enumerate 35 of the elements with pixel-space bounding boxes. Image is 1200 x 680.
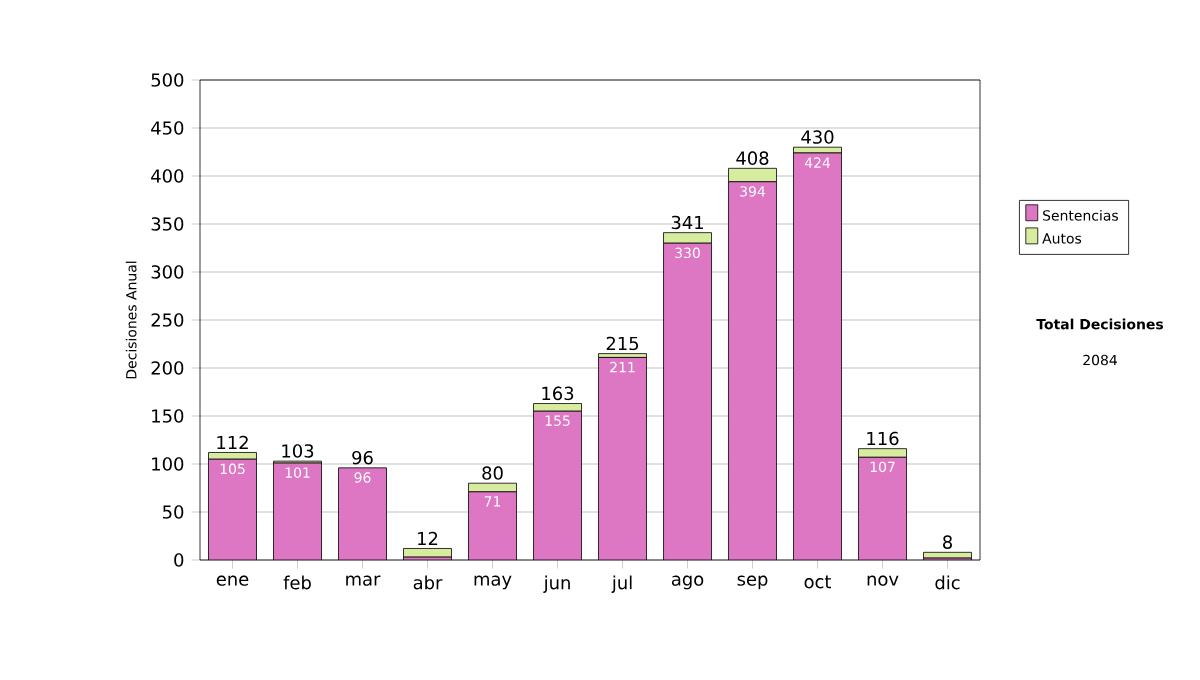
total-label: 430 [801, 130, 834, 144]
x-tick-label: ene [216, 575, 249, 586]
y-tick-label: 300 [151, 265, 184, 279]
total-label: 163 [542, 386, 574, 401]
y-tick-label: 400 [151, 169, 184, 183]
x-tick-label: jul [611, 575, 632, 593]
y-tick-label: 250 [151, 313, 184, 327]
x-tick-label: ago [671, 575, 704, 590]
x-tick-label: may [474, 575, 512, 590]
total-label: 116 [867, 431, 899, 446]
total-label: 96 [352, 450, 373, 465]
total-label: 8 [943, 535, 952, 549]
y-tick-label: 450 [151, 121, 184, 135]
x-tick-label: abr [413, 575, 443, 590]
y-tick-label: 200 [151, 361, 184, 375]
x-tick-label: feb [283, 575, 311, 590]
total-label: 215 [606, 336, 639, 351]
x-tick-label: sep [737, 575, 768, 590]
x-tick-label: jun [543, 575, 570, 593]
total-label: 112 [217, 435, 248, 450]
total-label: 408 [736, 151, 769, 165]
total-label: 80 [482, 466, 503, 480]
total-label: 103 [282, 444, 314, 458]
y-tick-label: 350 [151, 217, 184, 231]
y-tick-label: 0 [174, 553, 184, 567]
x-tick-label: nov [867, 575, 899, 586]
y-tick-label: 100 [152, 457, 184, 471]
y-tick-label: 500 [151, 73, 184, 87]
y-tick-label: 50 [163, 505, 184, 519]
total-label: 12 [418, 531, 438, 546]
x-tick-label: mar [346, 575, 381, 586]
x-tick-label: dic [935, 575, 960, 590]
x-tick-label: oct [804, 575, 832, 589]
y-tick-label: 150 [152, 409, 184, 423]
total-label: 341 [671, 215, 703, 230]
